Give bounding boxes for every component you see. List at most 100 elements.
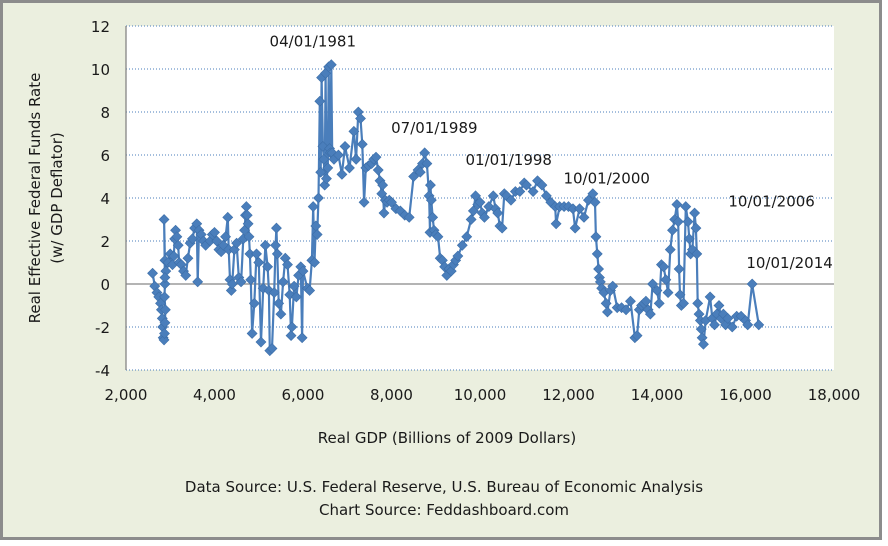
data-point [266, 343, 278, 354]
data-point [709, 319, 720, 331]
data-point [514, 186, 526, 197]
y-tick-label: -2 [95, 319, 110, 337]
annotation-label: 10/01/2006 [728, 192, 814, 210]
data-point [644, 308, 656, 320]
data-point [651, 285, 663, 296]
x-tick-label: 18,000 [808, 386, 861, 404]
data-point [470, 190, 481, 202]
data-point [425, 179, 436, 191]
data-point [245, 274, 257, 286]
data-point [344, 162, 355, 174]
data-point [158, 214, 170, 225]
data-point [313, 192, 324, 204]
data-point [231, 237, 243, 249]
data-point [220, 231, 231, 243]
y-tick-label: 4 [100, 190, 110, 208]
data-point [550, 218, 562, 230]
data-point [487, 190, 499, 202]
y-axis-title-line-2: (w/ GDP Deflator) [48, 132, 66, 263]
data-point [307, 201, 319, 213]
data-point [286, 321, 298, 333]
y-tick-label: 0 [100, 276, 110, 294]
data-point [222, 211, 234, 223]
x-tick-label: 10,000 [454, 386, 507, 404]
y-tick-label: 10 [91, 61, 110, 79]
data-point [452, 250, 464, 262]
y-tick-label: 12 [91, 18, 110, 36]
data-point [192, 276, 204, 288]
data-point [339, 140, 351, 152]
data-point [664, 244, 676, 256]
data-point [474, 196, 486, 208]
chart-source-note: Chart Source: Feddashboard.com [318, 501, 570, 519]
data-point [671, 199, 683, 210]
y-tick-labels: -4 -2 0 2 4 6 8 10 12 [91, 18, 110, 380]
data-point [271, 222, 282, 234]
data-point [662, 287, 674, 299]
data-point [660, 274, 672, 286]
x-tick-labels: 2,000 4,000 6,000 8,000 10,000 12,000 14,000 16… [105, 386, 861, 404]
data-point [591, 248, 603, 260]
data-point [753, 319, 765, 331]
y-tick-label: 2 [100, 233, 110, 251]
data-point [521, 179, 532, 191]
data-point [465, 214, 477, 225]
data-point [425, 194, 437, 206]
data-point [672, 216, 684, 228]
data-point [321, 173, 332, 185]
data-point [674, 289, 686, 301]
data-point [242, 218, 254, 230]
data-point [297, 265, 309, 277]
x-axis-title: Real GDP (Billions of 2009 Dollars) [318, 429, 576, 447]
data-point [370, 151, 382, 163]
data-point [578, 211, 590, 223]
data-point [358, 196, 370, 208]
data-point [309, 257, 320, 268]
data-point [325, 59, 337, 71]
data-point [262, 261, 274, 273]
data-point [640, 295, 652, 307]
data-point [322, 162, 334, 174]
data-point [683, 233, 695, 245]
data-point [678, 297, 689, 309]
data-point [492, 207, 504, 219]
data-point [182, 252, 194, 264]
data-point [589, 196, 601, 208]
data-point [273, 297, 285, 309]
data-point [378, 207, 390, 219]
data-point [350, 153, 362, 165]
data-point [527, 186, 539, 197]
data-point [421, 158, 433, 170]
data-point [235, 276, 247, 288]
annotation-label: 01/01/1998 [466, 151, 552, 169]
annotation-label: 10/01/2014 [746, 254, 832, 272]
data-point [496, 222, 508, 234]
data-point [304, 285, 316, 296]
x-tick-label: 14,000 [631, 386, 684, 404]
data-point [689, 207, 701, 219]
data-point [704, 291, 716, 303]
x-tick-label: 12,000 [542, 386, 595, 404]
data-point [314, 95, 326, 107]
data-point [467, 205, 479, 217]
data-source-note: Data Source: U.S. Federal Reserve, U.S. … [184, 478, 704, 496]
data-point [631, 330, 643, 342]
annotation-label: 07/01/1989 [391, 119, 477, 137]
data-point [691, 248, 703, 260]
data-point [259, 239, 271, 251]
data-point [168, 250, 180, 262]
data-point [680, 201, 692, 213]
x-tick-label: 4,000 [193, 386, 236, 404]
x-tick-label: 16,000 [719, 386, 772, 404]
data-point [574, 203, 585, 215]
y-axis-title-line-1: Real Effective Federal Funds Rate [26, 73, 44, 324]
data-point [332, 149, 344, 161]
data-point [673, 263, 685, 275]
data-point [226, 278, 238, 290]
data-point [540, 190, 552, 202]
data-point [427, 211, 439, 223]
data-point [209, 226, 220, 238]
data-point [653, 297, 665, 309]
data-point [253, 257, 265, 268]
